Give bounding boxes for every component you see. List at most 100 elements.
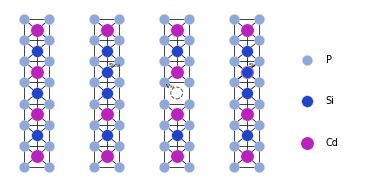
Point — [46, 165, 53, 168]
Point — [91, 144, 97, 147]
Point — [161, 165, 167, 168]
Point — [161, 102, 167, 105]
Point — [116, 165, 122, 168]
Point — [304, 100, 310, 103]
Point — [231, 144, 237, 147]
Point — [243, 70, 249, 73]
Point — [21, 39, 27, 42]
Point — [174, 49, 180, 52]
Point — [34, 113, 40, 116]
Point — [104, 70, 110, 73]
Text: V$_{Si}$: V$_{Si}$ — [165, 82, 175, 91]
Point — [256, 18, 262, 21]
Point — [104, 92, 110, 94]
Text: Si: Si — [326, 96, 335, 106]
Point — [231, 18, 237, 21]
Point — [116, 102, 122, 105]
Point — [21, 18, 27, 21]
Point — [21, 123, 27, 126]
Point — [34, 92, 40, 94]
Point — [21, 102, 27, 105]
Point — [104, 134, 110, 137]
Point — [174, 134, 180, 137]
Point — [91, 102, 97, 105]
Point — [174, 28, 180, 31]
Point — [21, 60, 27, 63]
Point — [161, 144, 167, 147]
Point — [34, 70, 40, 73]
Point — [186, 60, 192, 63]
Point — [161, 60, 167, 63]
Point — [104, 113, 110, 116]
Point — [174, 113, 180, 116]
Point — [116, 81, 122, 84]
Point — [256, 123, 262, 126]
Point — [34, 155, 40, 158]
Point — [46, 123, 53, 126]
Point — [91, 81, 97, 84]
Point — [116, 144, 122, 147]
Point — [231, 165, 237, 168]
Point — [161, 81, 167, 84]
Point — [21, 81, 27, 84]
Point — [46, 81, 53, 84]
Point — [116, 123, 122, 126]
Point — [231, 60, 237, 63]
Point — [256, 81, 262, 84]
Point — [91, 165, 97, 168]
Point — [186, 102, 192, 105]
Point — [243, 28, 249, 31]
Point — [21, 165, 27, 168]
Point — [46, 60, 53, 63]
Point — [186, 39, 192, 42]
Point — [104, 49, 110, 52]
Point — [243, 70, 249, 73]
Point — [243, 49, 249, 52]
Point — [186, 165, 192, 168]
Point — [46, 102, 53, 105]
Point — [174, 70, 180, 73]
Point — [186, 18, 192, 21]
Point — [91, 60, 97, 63]
Point — [231, 102, 237, 105]
Point — [116, 39, 122, 42]
Point — [161, 39, 167, 42]
Point — [161, 18, 167, 21]
Point — [104, 155, 110, 158]
Text: Si$_i$: Si$_i$ — [248, 61, 257, 70]
Point — [256, 102, 262, 105]
Point — [304, 58, 310, 61]
Point — [161, 123, 167, 126]
Point — [174, 155, 180, 158]
Point — [231, 123, 237, 126]
Point — [46, 39, 53, 42]
Point — [34, 49, 40, 52]
Text: Si$_{Cd}$: Si$_{Cd}$ — [108, 61, 121, 70]
Point — [243, 113, 249, 116]
Point — [91, 123, 97, 126]
Point — [243, 155, 249, 158]
Point — [231, 81, 237, 84]
Point — [46, 144, 53, 147]
Point — [186, 123, 192, 126]
Text: P: P — [326, 54, 332, 65]
Point — [34, 28, 40, 31]
Point — [34, 134, 40, 137]
Point — [116, 60, 122, 63]
Point — [256, 60, 262, 63]
Point — [231, 39, 237, 42]
Point — [256, 144, 262, 147]
Point — [186, 144, 192, 147]
Point — [243, 134, 249, 137]
Point — [91, 39, 97, 42]
Point — [21, 144, 27, 147]
Point — [116, 18, 122, 21]
Point — [304, 142, 310, 145]
Point — [243, 92, 249, 94]
Text: Cd: Cd — [326, 138, 339, 148]
Point — [46, 18, 53, 21]
Point — [256, 165, 262, 168]
Point — [104, 28, 110, 31]
Point — [186, 81, 192, 84]
Point — [256, 39, 262, 42]
